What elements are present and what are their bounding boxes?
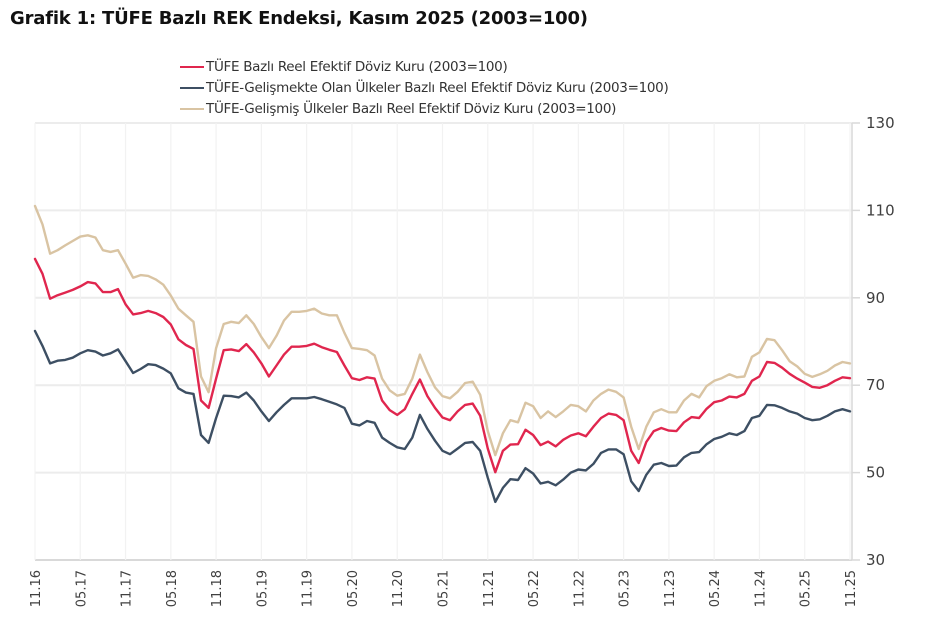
y-tick-label: 110 (866, 201, 895, 219)
x-tick-label: 05.18 (165, 570, 180, 607)
legend-item-emerging: TÜFE-Gelişmekte Olan Ülkeler Bazlı Reel … (180, 77, 669, 98)
y-tick-label: 90 (866, 289, 885, 307)
x-tick-label: 05.19 (255, 570, 270, 607)
x-tick-label: 11.20 (391, 570, 406, 607)
x-tick-label: 05.24 (708, 570, 723, 607)
legend-label-tufe-reer: TÜFE Bazlı Reel Efektif Döviz Kuru (2003… (206, 58, 508, 75)
y-tick-label: 50 (866, 464, 885, 482)
legend-swatch-tufe-reer (180, 65, 204, 68)
series-lines (33, 204, 852, 504)
legend-item-tufe-reer: TÜFE Bazlı Reel Efektif Döviz Kuru (2003… (180, 56, 668, 77)
y-tick-label: 30 (866, 551, 885, 569)
y-tick-label: 130 (866, 114, 895, 132)
y-tick-label: 70 (866, 376, 885, 394)
x-tick-label: 11.18 (210, 570, 225, 607)
legend-item-developed: TÜFE-Gelişmiş Ülkeler Bazlı Reel Efektif… (180, 98, 668, 119)
x-tick-label: 05.23 (618, 570, 633, 607)
series-line-developed (33, 204, 852, 457)
series-line-tufe-reer (33, 257, 852, 474)
x-tick-label: 11.17 (120, 570, 135, 607)
x-tick-label: 11.25 (844, 570, 859, 607)
legend-label-developed: TÜFE-Gelişmiş Ülkeler Bazlı Reel Efektif… (206, 100, 617, 117)
legend-label-emerging: TÜFE-Gelişmekte Olan Ülkeler Bazlı Reel … (206, 79, 669, 96)
x-tick-label: 11.24 (753, 570, 768, 607)
x-tick-label: 05.22 (527, 570, 542, 607)
x-tick-label: 05.20 (346, 570, 361, 607)
x-tick-label: 05.25 (799, 570, 814, 607)
x-tick-label: 11.19 (301, 570, 316, 607)
legend-swatch-developed (180, 107, 204, 110)
x-tick-label: 11.23 (663, 570, 678, 607)
x-tick-label: 11.22 (572, 570, 587, 607)
series-line-emerging (33, 329, 852, 504)
axes (851, 122, 860, 561)
grid (34, 122, 852, 561)
x-tick-label: 05.17 (74, 570, 89, 607)
legend-swatch-emerging (180, 86, 204, 89)
y-tick-labels: 30 50 70 90 110 130 (866, 114, 895, 569)
x-tick-label: 11.21 (482, 570, 497, 607)
legend: TÜFE Bazlı Reel Efektif Döviz Kuru (2003… (180, 56, 669, 119)
chart-title: Grafik 1: TÜFE Bazlı REK Endeksi, Kasım … (10, 8, 588, 29)
x-tick-label: 11.16 (29, 570, 44, 607)
x-tick-label: 05.21 (437, 570, 452, 607)
x-tick-labels: 11.16 05.17 11.17 05.18 11.18 05.19 11.19 05.20… (29, 570, 859, 607)
